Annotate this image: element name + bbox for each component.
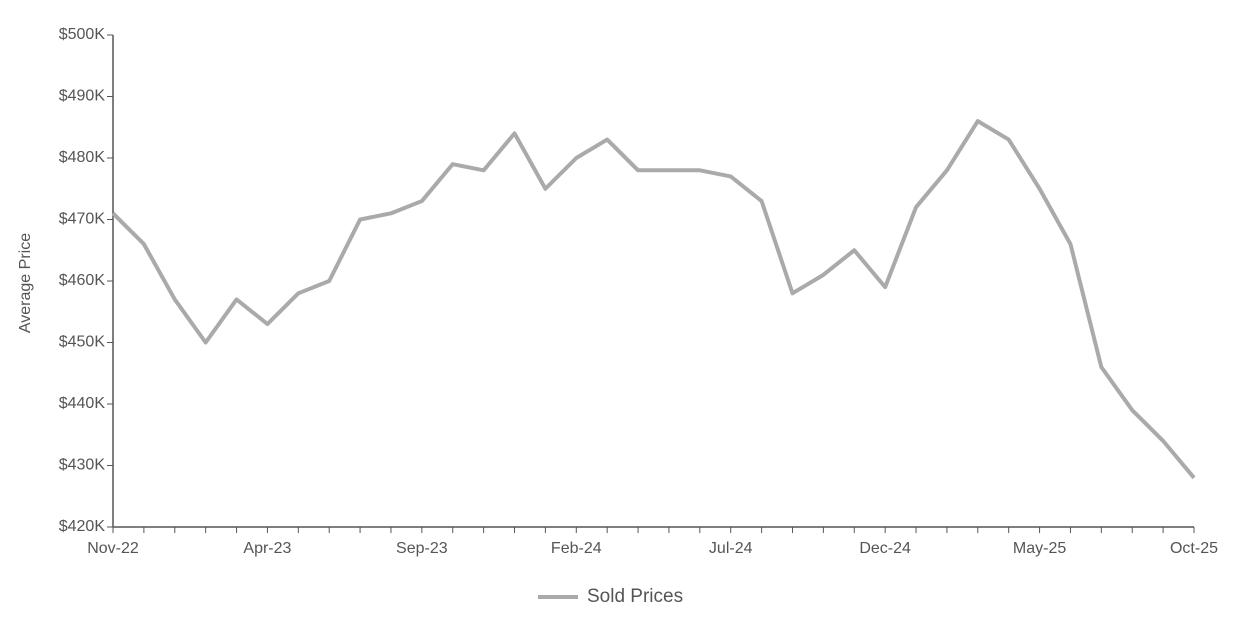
y-tick-label: $420K: [59, 518, 106, 535]
x-tick-label: Feb-24: [551, 540, 602, 557]
y-tick-label: $460K: [59, 272, 106, 289]
y-tick-label: $450K: [59, 334, 106, 351]
y-tick-label: $440K: [59, 395, 106, 412]
x-tick-label: May-25: [1013, 540, 1066, 557]
x-tick-label: Jul-24: [709, 540, 753, 557]
legend-label: Sold Prices: [587, 586, 683, 607]
y-tick-label: $500K: [59, 26, 106, 43]
x-tick-label: Apr-23: [243, 540, 291, 557]
x-tick-label: Dec-24: [859, 540, 911, 557]
y-tick-label: $490K: [59, 88, 106, 105]
series-line: [111, 119, 1196, 480]
y-axis-label: Average Price: [17, 233, 34, 333]
y-tick-label: $480K: [59, 149, 106, 166]
y-tick-label: $430K: [59, 457, 106, 474]
x-tick-label: Nov-22: [87, 540, 139, 557]
x-tick-label: Sep-23: [396, 540, 448, 557]
y-tick-label: $470K: [59, 211, 106, 228]
x-tick-label: Oct-25: [1170, 540, 1218, 557]
